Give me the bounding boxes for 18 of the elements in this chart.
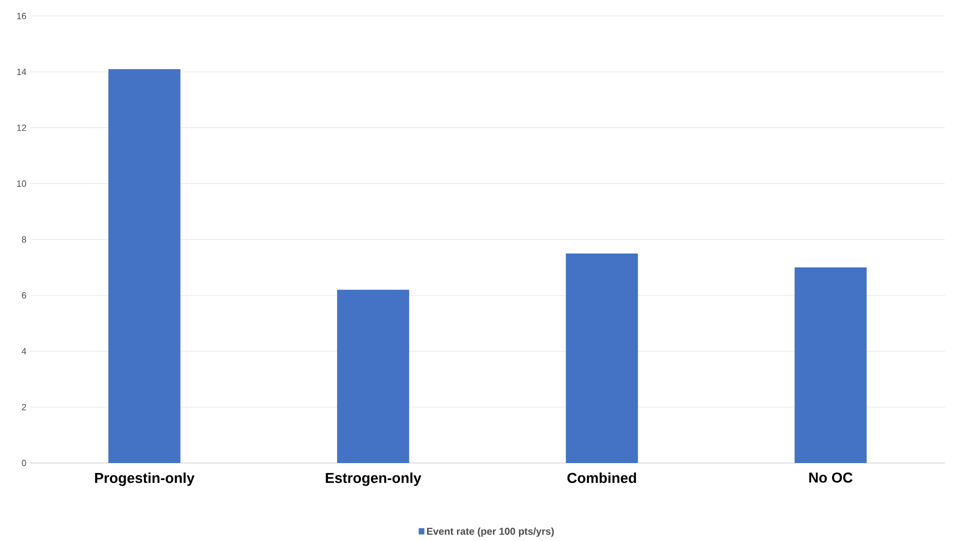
y-tick-label: 14 xyxy=(17,68,26,75)
y-tick-label: 16 xyxy=(17,12,26,20)
y-tick-label: 8 xyxy=(22,236,26,243)
legend-label: Event rate (per 100 pts/yrs) xyxy=(427,528,554,537)
x-tick-label: Estrogen-only xyxy=(326,472,422,486)
y-tick-label: 2 xyxy=(22,404,26,410)
y-tick-label: 10 xyxy=(17,180,26,187)
bar xyxy=(566,253,638,463)
x-tick-label: Combined xyxy=(567,472,636,484)
bar xyxy=(794,267,867,463)
bar xyxy=(108,69,180,463)
y-tick-label: 0 xyxy=(22,460,26,466)
y-tick-label: 6 xyxy=(22,292,26,299)
y-tick-label: 4 xyxy=(22,348,26,354)
bar xyxy=(337,290,410,463)
y-tick-label: 12 xyxy=(17,124,26,131)
x-tick-label: No OC xyxy=(809,472,853,483)
x-tick-label: Progestin-only xyxy=(95,472,195,486)
